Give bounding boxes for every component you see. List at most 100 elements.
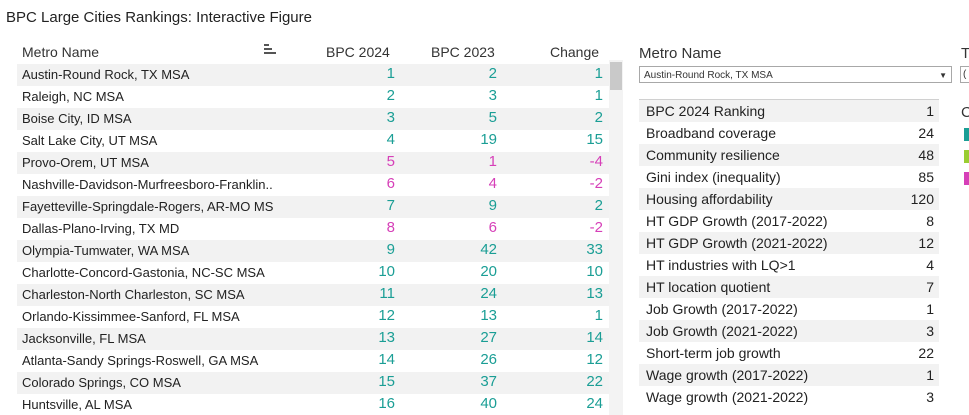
bpc-2023-cell: 37 (480, 373, 497, 390)
second-filter-value: ( (963, 69, 967, 80)
bpc-2024-cell: 9 (386, 241, 395, 258)
table-row[interactable]: Olympia-Tumwater, WA MSA 9 42 33 (17, 240, 609, 262)
bpc-2023-cell: 40 (480, 395, 497, 412)
change-cell: 24 (586, 395, 603, 412)
header-bpc-2024[interactable]: BPC 2024 (326, 44, 390, 60)
table-row[interactable]: Nashville-Davidson-Murfreesboro-Franklin… (17, 174, 609, 196)
change-cell: 14 (586, 329, 603, 346)
detail-row: HT GDP Growth (2021-2022) 12 (639, 232, 939, 254)
detail-row: HT GDP Growth (2017-2022) 8 (639, 210, 939, 232)
detail-metric-label: Community resilience (646, 147, 780, 163)
legend-label: C (961, 104, 969, 121)
table-header: Metro Name BPC 2024 BPC 2023 Change (17, 42, 609, 64)
detail-metric-label: Broadband coverage (646, 125, 776, 141)
detail-metric-label: Wage growth (2021-2022) (646, 389, 809, 405)
detail-row: HT industries with LQ>1 4 (639, 254, 939, 276)
table-row[interactable]: Fayetteville-Springdale-Rogers, AR-MO MS… (17, 196, 609, 218)
detail-metric-value: 85 (918, 169, 934, 185)
detail-metric-value: 22 (918, 345, 934, 361)
metro-name-cell: Raleigh, NC MSA (22, 89, 124, 104)
bpc-2024-cell: 15 (378, 373, 395, 390)
metro-name-cell: Dallas-Plano-Irving, TX MD (22, 221, 180, 236)
change-cell: 1 (594, 65, 603, 82)
table-row[interactable]: Atlanta-Sandy Springs-Roswell, GA MSA 14 2… (17, 350, 609, 372)
change-cell: 13 (586, 285, 603, 302)
metro-name-cell: Atlanta-Sandy Springs-Roswell, GA MSA (22, 353, 259, 368)
legend-swatch-same (964, 150, 969, 163)
table-row[interactable]: Orlando-Kissimmee-Sanford, FL MSA 12 13 1 (17, 306, 609, 328)
change-cell: 1 (594, 87, 603, 104)
change-cell: 22 (586, 373, 603, 390)
second-filter-dropdown[interactable]: ( (960, 66, 969, 83)
metro-name-cell: Provo-Orem, UT MSA (22, 155, 149, 170)
detail-metric-label: Short-term job growth (646, 345, 781, 361)
page-title: BPC Large Cities Rankings: Interactive F… (6, 9, 312, 26)
metro-dropdown-value: Austin-Round Rock, TX MSA (644, 70, 773, 81)
bpc-2024-cell: 6 (386, 175, 395, 192)
detail-row: Job Growth (2021-2022) 3 (639, 320, 939, 342)
detail-metric-label: HT GDP Growth (2021-2022) (646, 235, 828, 251)
bpc-2024-cell: 5 (386, 153, 395, 170)
rankings-table: Metro Name BPC 2024 BPC 2023 Change Aust… (17, 42, 609, 415)
bpc-2024-cell: 3 (386, 109, 395, 126)
bpc-2023-cell: 2 (488, 65, 497, 82)
table-row[interactable]: Charleston-North Charleston, SC MSA 11 24 1… (17, 284, 609, 306)
header-change[interactable]: Change (550, 44, 600, 60)
table-row[interactable]: Provo-Orem, UT MSA 5 1 -4 (17, 152, 609, 174)
metro-name-cell: Charleston-North Charleston, SC MSA (22, 287, 245, 302)
detail-row: Wage growth (2017-2022) 1 (639, 364, 939, 386)
metro-name-cell: Nashville-Davidson-Murfreesboro-Franklin… (22, 177, 273, 192)
detail-metric-label: HT industries with LQ>1 (646, 257, 796, 273)
table-row[interactable]: Boise City, ID MSA 3 5 2 (17, 108, 609, 130)
detail-metric-value: 4 (926, 257, 934, 273)
table-row[interactable]: Colorado Springs, CO MSA 15 37 22 (17, 372, 609, 394)
table-row[interactable]: Charlotte-Concord-Gastonia, NC-SC MSA 10 2… (17, 262, 609, 284)
detail-row: BPC 2024 Ranking 1 (639, 100, 939, 122)
table-body: Austin-Round Rock, TX MSA 1 2 1 Raleigh, NC … (17, 64, 609, 415)
second-filter-label: T (961, 45, 969, 62)
chevron-down-icon[interactable]: ▼ (939, 71, 947, 80)
detail-metric-value: 48 (918, 147, 934, 163)
bpc-2023-cell: 5 (488, 109, 497, 126)
header-metro-name[interactable]: Metro Name (22, 44, 100, 60)
detail-metric-value: 24 (918, 125, 934, 141)
bpc-2023-cell: 3 (488, 87, 497, 104)
metro-name-cell: Olympia-Tumwater, WA MSA (22, 243, 190, 258)
detail-row: Gini index (inequality) 85 (639, 166, 939, 188)
detail-metric-label: Wage growth (2017-2022) (646, 367, 809, 383)
sort-icon[interactable] (264, 44, 276, 58)
header-bpc-2023[interactable]: BPC 2023 (431, 44, 495, 60)
bpc-2023-cell: 24 (480, 285, 497, 302)
bpc-2023-cell: 6 (488, 219, 497, 236)
bpc-2023-cell: 27 (480, 329, 497, 346)
table-row[interactable]: Dallas-Plano-Irving, TX MD 8 6 -2 (17, 218, 609, 240)
bpc-2024-cell: 2 (386, 87, 395, 104)
detail-metric-value: 120 (910, 191, 934, 207)
detail-metric-label: HT GDP Growth (2017-2022) (646, 213, 828, 229)
bpc-2024-cell: 13 (378, 329, 395, 346)
bpc-2023-cell: 26 (480, 351, 497, 368)
table-scrollbar[interactable] (609, 60, 623, 415)
change-cell: 2 (594, 197, 603, 214)
detail-metric-label: Job Growth (2021-2022) (646, 323, 798, 339)
metro-name-cell: Jacksonville, FL MSA (22, 331, 146, 346)
detail-metric-label: HT location quotient (646, 279, 771, 295)
metro-dropdown[interactable]: Austin-Round Rock, TX MSA ▼ (639, 66, 952, 83)
table-row[interactable]: Raleigh, NC MSA 2 3 1 (17, 86, 609, 108)
detail-row: Broadband coverage 24 (639, 122, 939, 144)
detail-metric-label: Housing affordability (646, 191, 773, 207)
table-row[interactable]: Huntsville, AL MSA 16 40 24 (17, 394, 609, 415)
table-row[interactable]: Jacksonville, FL MSA 13 27 14 (17, 328, 609, 350)
bpc-2023-cell: 19 (480, 131, 497, 148)
table-row[interactable]: Austin-Round Rock, TX MSA 1 2 1 (17, 64, 609, 86)
scrollbar-thumb[interactable] (610, 62, 622, 90)
detail-row: HT location quotient 7 (639, 276, 939, 298)
metro-name-cell: Austin-Round Rock, TX MSA (22, 67, 190, 82)
detail-metric-value: 3 (926, 389, 934, 405)
table-row[interactable]: Salt Lake City, UT MSA 4 19 15 (17, 130, 609, 152)
detail-row: Wage growth (2021-2022) 3 (639, 386, 939, 408)
metro-name-cell: Boise City, ID MSA (22, 111, 132, 126)
detail-row: Short-term job growth 22 (639, 342, 939, 364)
bpc-2024-cell: 14 (378, 351, 395, 368)
metro-name-cell: Huntsville, AL MSA (22, 397, 133, 412)
